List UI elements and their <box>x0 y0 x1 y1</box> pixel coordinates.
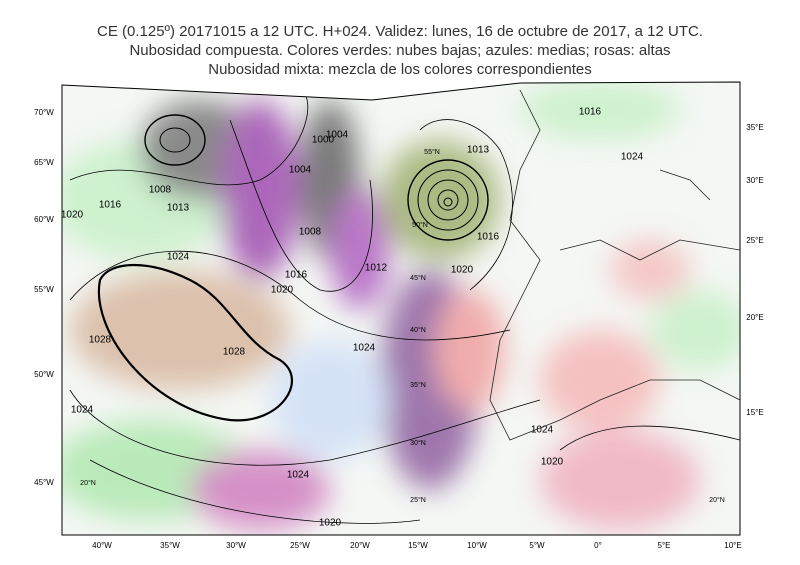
longitude-label: 10°E <box>724 541 741 550</box>
grid-label: 30°N <box>410 439 426 447</box>
isobar-label: 1020 <box>541 457 564 468</box>
isobar-label: 1024 <box>531 425 554 436</box>
isobar-label: 1024 <box>353 343 376 354</box>
latitude-label: 25°E <box>746 236 763 245</box>
longitude-label: 0° <box>594 541 602 550</box>
latitude-label: 55°W <box>34 285 54 294</box>
latitude-label: 45°W <box>34 478 54 487</box>
grid-label: 40°N <box>410 326 426 334</box>
isobar-label: 1013 <box>167 203 190 214</box>
title-line: Nubosidad mixta: mezcla de los colores c… <box>208 61 592 78</box>
isobar-label: 1000 <box>312 135 335 146</box>
isobar-label: 1024 <box>621 152 644 163</box>
isobar-label: 1013 <box>467 145 490 156</box>
latitude-label: 60°W <box>34 215 54 224</box>
latitude-label: 15°E <box>746 408 763 417</box>
isobar-label: 1016 <box>477 232 500 243</box>
isobar-label: 1028 <box>223 347 246 358</box>
isobar-label: 1028 <box>89 335 112 346</box>
isobar-label: 1020 <box>319 518 342 529</box>
longitude-label: 25°W <box>290 541 310 550</box>
isobar-label: 1016 <box>579 107 602 118</box>
labels: CE (0.125º) 20171015 a 12 UTC. H+024. Va… <box>34 23 764 550</box>
isobar-label: 1024 <box>287 470 310 481</box>
grid-label: 55°N <box>424 148 440 156</box>
longitude-label: 5°W <box>529 541 545 550</box>
isobars <box>69 89 740 524</box>
isobar-label: 1024 <box>71 405 94 416</box>
isobar-label: 1016 <box>285 270 308 281</box>
isobar-label: 1020 <box>271 285 294 296</box>
grid-label: 45°N <box>410 274 426 282</box>
isobar-label: 1020 <box>451 265 474 276</box>
longitude-label: 35°W <box>160 541 180 550</box>
longitude-label: 30°W <box>226 541 246 550</box>
isobar-label: 1008 <box>299 227 322 238</box>
isobar-label: 1004 <box>326 130 349 141</box>
isobar-label: 1016 <box>99 200 122 211</box>
map-frame <box>61 81 741 536</box>
longitude-label: 20°W <box>350 541 370 550</box>
cloud-field <box>62 82 740 535</box>
isobar-label: 1020 <box>61 210 84 221</box>
latitude-label: 30°E <box>746 176 763 185</box>
isobar-label: 1024 <box>167 252 190 263</box>
latitude-label: 70°W <box>34 108 54 117</box>
grid-label: 35°N <box>410 381 426 389</box>
latitude-label: 35°E <box>746 123 763 132</box>
latitude-label: 65°W <box>34 158 54 167</box>
longitude-label: 40°W <box>92 541 112 550</box>
isobar-label: 1004 <box>289 165 312 176</box>
grid-label: 25°N <box>410 496 426 504</box>
longitude-label: 15°W <box>408 541 428 550</box>
longitude-label: 5°E <box>658 541 671 550</box>
title-line: Nubosidad compuesta. Colores verdes: nub… <box>129 42 670 59</box>
longitude-label: 10°W <box>467 541 487 550</box>
title-line: CE (0.125º) 20171015 a 12 UTC. H+024. Va… <box>97 23 703 40</box>
latitude-label: 50°W <box>34 370 54 379</box>
latitude-label: 20°E <box>746 313 763 322</box>
grid-label: 20°N <box>80 479 96 487</box>
grid-label: 50°N <box>412 221 428 229</box>
isobar-label: 1012 <box>365 263 388 274</box>
grid-label: 20°N <box>709 496 725 504</box>
coastlines <box>489 89 740 441</box>
isobar-label: 1008 <box>149 185 172 196</box>
